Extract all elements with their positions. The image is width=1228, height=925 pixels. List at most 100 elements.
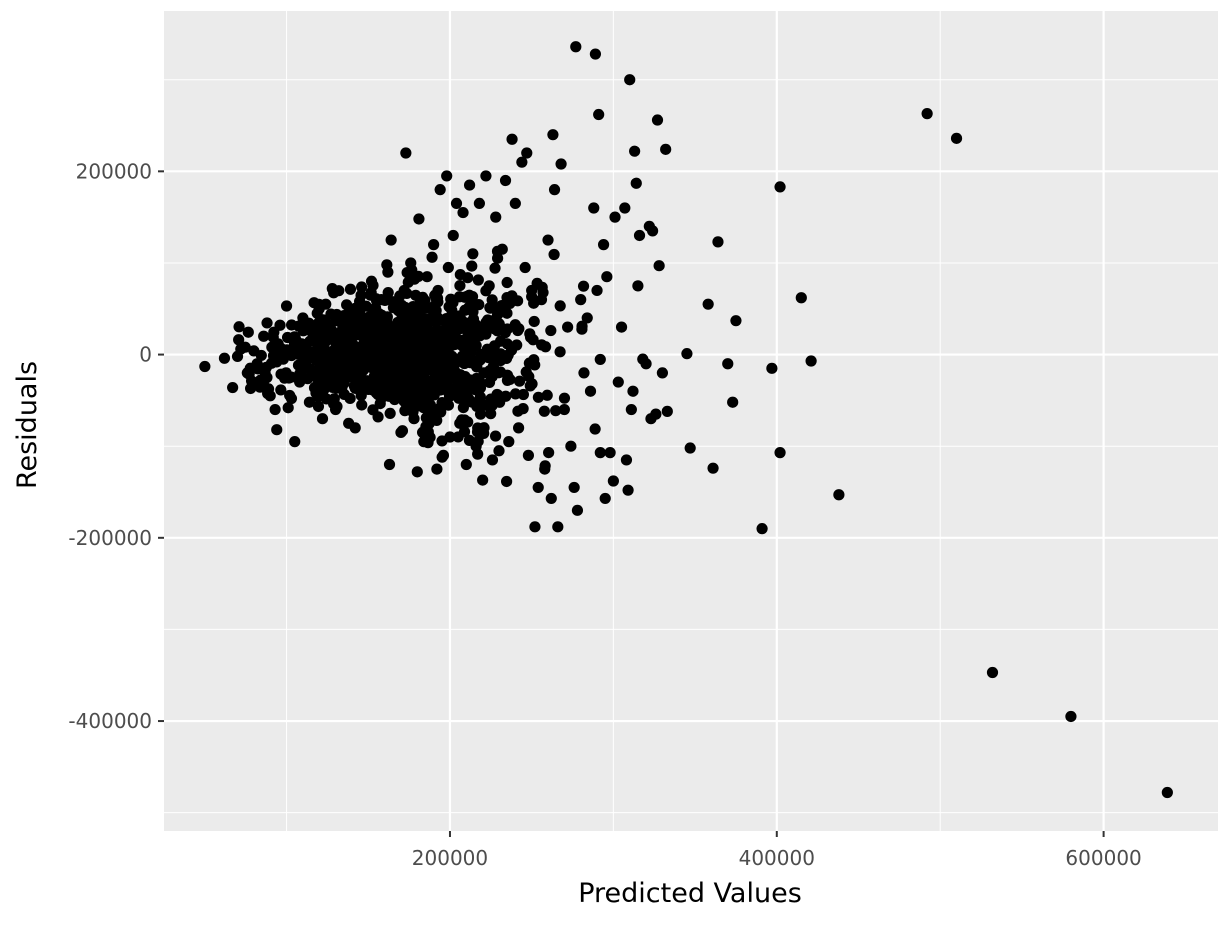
data-point [239, 341, 251, 353]
data-point [463, 179, 476, 191]
data-point [292, 359, 305, 371]
data-point [632, 280, 644, 292]
data-point [512, 324, 524, 337]
data-point [424, 431, 436, 443]
data-point [470, 339, 482, 352]
data-point [372, 319, 385, 331]
data-point [268, 326, 280, 338]
data-point [950, 132, 963, 144]
data-point [513, 375, 526, 387]
data-point [774, 181, 786, 193]
data-point [468, 318, 480, 331]
data-point [361, 375, 373, 387]
data-point [369, 302, 382, 314]
data-point [284, 389, 296, 402]
data-point [545, 492, 557, 505]
data-point [442, 261, 454, 274]
data-point [437, 358, 450, 370]
data-point [415, 316, 427, 328]
data-point [280, 300, 293, 312]
data-points [199, 41, 1173, 799]
data-point [360, 300, 372, 312]
data-point [269, 403, 281, 416]
data-point [519, 261, 531, 274]
data-point [565, 440, 577, 452]
data-point [486, 454, 499, 466]
data-point [199, 360, 211, 373]
data-point [383, 390, 395, 402]
data-point [584, 385, 597, 397]
data-point [401, 287, 413, 300]
data-point [646, 225, 659, 237]
data-point [461, 383, 473, 396]
data-point [401, 400, 413, 412]
data-point [722, 358, 734, 370]
data-point [321, 332, 333, 344]
data-point [490, 355, 502, 367]
data-point [483, 376, 496, 389]
data-point [255, 349, 267, 362]
data-point [489, 262, 501, 274]
data-point [425, 338, 437, 350]
data-point [633, 229, 646, 242]
data-point [349, 360, 361, 372]
data-point [312, 400, 325, 413]
data-point [436, 451, 448, 463]
data-point [528, 315, 540, 328]
data-point [431, 414, 443, 427]
data-point [303, 396, 316, 408]
data-point [396, 299, 408, 311]
data-point [489, 430, 502, 442]
data-point [297, 321, 309, 333]
data-point [555, 158, 567, 170]
data-point [589, 48, 602, 60]
data-point [349, 422, 361, 434]
data-point [463, 301, 475, 313]
data-point [262, 387, 274, 400]
data-point [805, 355, 817, 367]
data-point [344, 345, 356, 357]
data-point [712, 236, 724, 248]
data-point [278, 372, 291, 384]
data-point [385, 234, 397, 246]
data-point [275, 384, 287, 396]
data-point [351, 301, 364, 313]
data-point [350, 313, 363, 325]
data-point [416, 336, 429, 348]
data-point [627, 385, 639, 397]
data-point [365, 286, 377, 299]
data-point [371, 340, 383, 352]
data-point [599, 492, 611, 505]
data-point [986, 666, 999, 679]
y-tick-label: -400000 [68, 709, 152, 733]
data-point [548, 248, 560, 261]
data-point [367, 404, 379, 416]
data-point [547, 129, 559, 141]
y-tick-label: -200000 [68, 526, 152, 550]
data-point [472, 435, 484, 447]
data-point [305, 363, 317, 375]
data-point [503, 436, 515, 448]
data-point [322, 323, 335, 335]
y-tick-label: 200000 [76, 159, 152, 183]
data-point [447, 229, 459, 242]
data-point [593, 108, 605, 121]
data-point [401, 266, 413, 279]
data-point [233, 321, 245, 333]
data-point [385, 356, 397, 368]
data-point [624, 74, 636, 86]
data-point [529, 521, 541, 533]
x-axis-ticks: 200000 400000 600000 [412, 831, 1142, 870]
data-point [459, 414, 471, 426]
data-point [513, 422, 525, 434]
data-point [536, 281, 548, 293]
y-tick-label: 0 [139, 343, 152, 367]
data-point [275, 342, 287, 355]
data-point [413, 393, 425, 405]
data-point [766, 362, 778, 374]
data-point [568, 481, 580, 494]
data-point [472, 274, 484, 286]
data-point [286, 319, 298, 331]
x-tick-label: 600000 [1065, 846, 1141, 870]
data-point [601, 271, 613, 283]
